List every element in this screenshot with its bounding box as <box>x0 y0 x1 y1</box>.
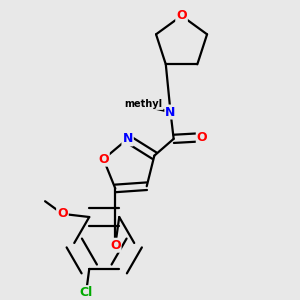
Text: O: O <box>176 9 187 22</box>
Text: N: N <box>165 106 176 118</box>
Text: O: O <box>197 131 207 144</box>
Text: N: N <box>122 132 133 146</box>
Text: O: O <box>98 153 109 166</box>
Text: methyl: methyl <box>124 99 163 109</box>
Text: O: O <box>57 207 68 220</box>
Text: O: O <box>110 239 121 252</box>
Text: Cl: Cl <box>80 286 93 299</box>
